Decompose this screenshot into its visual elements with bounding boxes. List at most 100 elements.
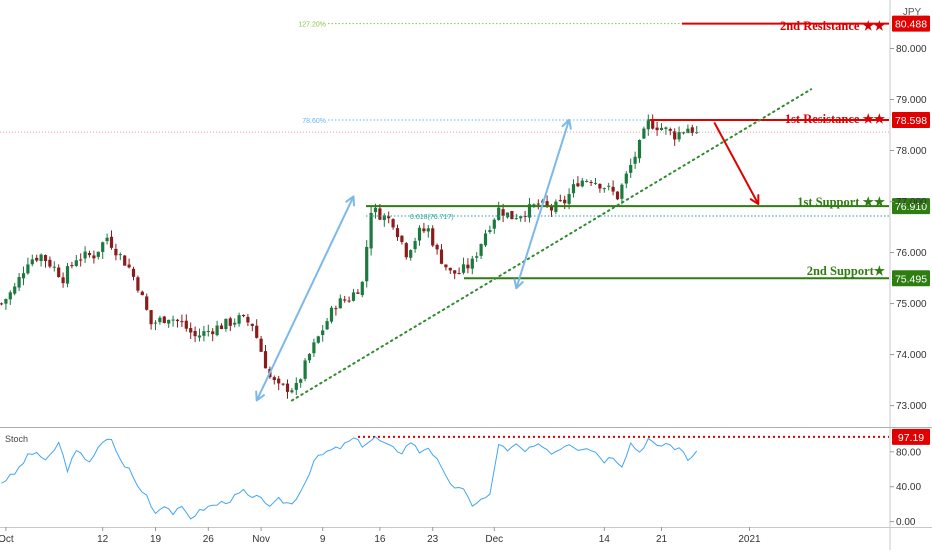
level-price-badge: [892, 270, 930, 287]
candle-body: [409, 250, 413, 258]
candle-body: [48, 259, 52, 267]
candle-body: [673, 131, 677, 140]
label-2nd-resistance: 2nd Resistance ★★: [780, 19, 886, 33]
candle-body: [312, 342, 316, 354]
price-tick-label: 79.000: [896, 95, 927, 106]
candle-body: [505, 212, 510, 218]
time-tick-label: 2021: [738, 534, 761, 545]
time-tick-label: 12: [97, 534, 109, 545]
candle-body: [17, 276, 21, 288]
fib-level-label: 78.60%: [302, 118, 326, 125]
candle-body: [193, 330, 197, 337]
candle-body: [589, 181, 593, 183]
candle-body: [598, 183, 602, 189]
stoch-tick-label: 40.00: [896, 482, 921, 493]
time-tick-label: 14: [599, 534, 611, 545]
candle-body: [87, 253, 92, 256]
candle-body: [488, 230, 492, 233]
level-price-badge: [892, 15, 930, 32]
candle-body: [523, 215, 527, 218]
candle-body: [483, 233, 488, 246]
candle-body: [637, 140, 642, 159]
candle-body: [457, 272, 461, 274]
candle-body: [580, 180, 584, 187]
candle-body: [545, 201, 549, 206]
price-tick-label: 77.000: [896, 197, 927, 208]
candle-body: [175, 319, 180, 322]
candle-body: [74, 260, 78, 266]
candle-body: [325, 321, 329, 330]
candle-body: [83, 251, 87, 259]
candle-body: [334, 308, 338, 310]
impulse-arrow-line: [255, 195, 355, 401]
candle-body: [417, 227, 422, 241]
candle-body: [153, 322, 158, 324]
candle-body: [26, 264, 30, 274]
candle-body: [448, 267, 452, 271]
price-tick-label: 74.000: [896, 350, 927, 361]
candle-body: [395, 228, 400, 238]
impulse-arrow-head: [345, 195, 356, 207]
fib-level-label: 127.20%: [298, 22, 326, 29]
impulse-arrow-head: [561, 118, 572, 130]
candle-body: [382, 215, 386, 221]
impulse-arrow-tail: [255, 390, 265, 402]
candle-body: [149, 310, 153, 325]
candle-body: [206, 330, 210, 332]
candle-body: [651, 120, 655, 129]
candle-body: [35, 257, 39, 261]
candle-body: [105, 237, 109, 242]
candle-body: [422, 228, 426, 232]
candle-body: [140, 291, 144, 296]
candle-body: [536, 203, 540, 205]
candle-body: [0, 303, 4, 305]
candle-body: [343, 299, 347, 301]
level-price-badge: [892, 198, 930, 215]
candle-body: [21, 273, 26, 279]
level-price-badge: [892, 111, 930, 128]
price-tick-label: 78.000: [896, 146, 927, 157]
candle-body: [285, 383, 290, 392]
candle-body: [681, 132, 686, 134]
candle-body: [558, 200, 562, 202]
candle-body: [567, 194, 571, 204]
candle-body: [224, 318, 228, 329]
symbol-label: JPY: [903, 7, 922, 18]
level-price-label: 75.495: [895, 273, 927, 285]
candle-body: [373, 207, 378, 213]
candle-body: [664, 127, 668, 129]
candle-body: [532, 204, 536, 206]
stoch-level-badge: [892, 428, 930, 445]
candle-body: [620, 184, 624, 199]
stoch-level-label: 97.19: [898, 432, 924, 444]
candle-body: [519, 216, 523, 219]
candle-body: [479, 244, 483, 256]
candle-body: [250, 323, 254, 326]
stoch-label: Stoch: [5, 434, 28, 444]
candle-body: [347, 300, 351, 302]
candle-body: [549, 206, 554, 211]
candle-body: [219, 325, 224, 330]
candle-body: [646, 119, 650, 130]
time-tick-label: 16: [374, 534, 386, 545]
trendline: [290, 88, 813, 402]
candle-body: [211, 331, 215, 335]
candle-body: [461, 264, 466, 273]
candle-body: [497, 207, 501, 221]
candle-body: [607, 185, 611, 187]
candle-body: [303, 360, 307, 379]
candles-layer: [0, 114, 699, 399]
candle-body: [127, 264, 131, 268]
candle-body: [101, 242, 105, 252]
candle-body: [492, 219, 496, 229]
price-tick-label: 76.000: [896, 248, 927, 259]
candle-body: [259, 338, 263, 352]
candle-body: [237, 315, 241, 324]
stoch-tick-label: 0.00: [896, 517, 916, 528]
time-tick-label: 26: [203, 534, 215, 545]
candle-body: [351, 292, 356, 301]
impulse-arrow-tail: [513, 278, 524, 290]
